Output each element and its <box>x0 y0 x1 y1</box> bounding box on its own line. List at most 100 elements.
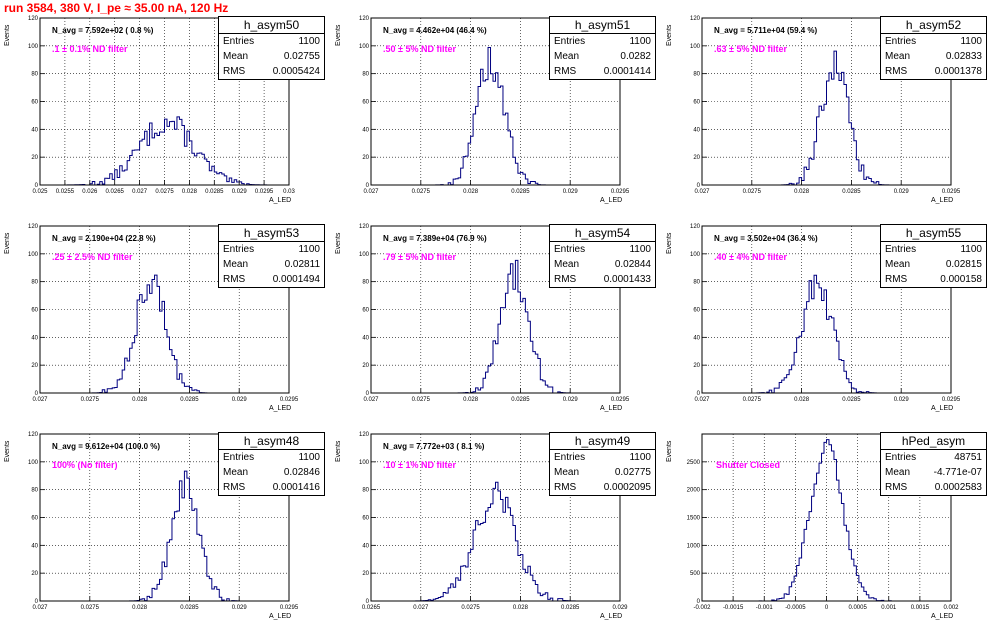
y-tick-label: 80 <box>31 488 38 494</box>
stats-box: h_asym55 Entries 1100 Mean 0.02815 RMS 0.00015… <box>880 224 987 288</box>
histogram-line-h_asym53 <box>40 274 289 394</box>
stats-rms-value: 0.0005424 <box>272 66 320 77</box>
stats-entries-value: 1100 <box>629 452 651 463</box>
y-tick-label: 40 <box>693 127 700 133</box>
x-tick-label: 0.029 <box>232 397 248 403</box>
run-title: run 3584, 380 V, I_pe ≈ 35.00 nA, 120 Hz <box>4 1 229 15</box>
x-tick-label: 0.029 <box>232 189 248 195</box>
y-tick-label: 40 <box>362 127 369 133</box>
y-tick-label: 60 <box>693 100 700 106</box>
x-tick-label: 0.0265 <box>362 605 381 611</box>
y-tick-label: 60 <box>362 516 369 522</box>
stats-title: h_asym54 <box>550 225 655 242</box>
stats-mean-value: 0.02775 <box>614 467 651 478</box>
y-axis-label: Events <box>4 440 11 462</box>
stats-mean-value: -4.771e-07 <box>933 467 982 478</box>
stats-rms-value: 0.0001433 <box>603 274 651 285</box>
stats-mean-row: Mean 0.02815 <box>885 257 982 272</box>
y-tick-label: 60 <box>362 308 369 314</box>
y-tick-label: 60 <box>31 100 38 106</box>
y-tick-label: 2500 <box>687 460 701 466</box>
x-tick-label: 0.0285 <box>511 397 530 403</box>
stats-mean-value: 0.02755 <box>283 51 320 62</box>
y-tick-label: 40 <box>31 127 38 133</box>
y-tick-label: 80 <box>693 280 700 286</box>
stats-title: h_asym50 <box>219 17 324 34</box>
y-axis-label: Events <box>666 232 673 254</box>
stats-entries-label: Entries <box>554 244 586 255</box>
x-tick-label: 0.0295 <box>942 189 961 195</box>
stats-entries-row: Entries 1100 <box>223 242 320 257</box>
stats-box: h_asym54 Entries 1100 Mean 0.02844 RMS 0.00014… <box>549 224 656 288</box>
stats-title: h_asym49 <box>550 433 655 450</box>
stats-rms-label: RMS <box>223 482 246 493</box>
stats-entries-label: Entries <box>885 36 917 47</box>
stats-title: h_asym55 <box>881 225 986 242</box>
x-tick-label: 0.0285 <box>561 605 580 611</box>
x-tick-label: 0.0295 <box>280 397 299 403</box>
x-axis-label: A_LED <box>600 613 623 620</box>
y-tick-label: 0 <box>366 183 370 189</box>
x-tick-label: 0.029 <box>232 605 248 611</box>
y-axis-label: Events <box>335 440 342 462</box>
filter-label: .1 ± 0.1% ND filter <box>52 44 128 54</box>
x-tick-label: 0.027 <box>694 189 710 195</box>
y-tick-label: 100 <box>690 44 701 50</box>
stats-mean-label: Mean <box>885 259 911 270</box>
y-tick-label: 1500 <box>687 516 701 522</box>
stats-entries-row: Entries 1100 <box>223 450 320 465</box>
y-tick-label: 100 <box>359 44 370 50</box>
x-tick-label: 0.029 <box>612 605 628 611</box>
x-axis-label: A_LED <box>600 405 623 412</box>
y-tick-label: 20 <box>362 571 369 577</box>
histogram-panel-h_asym51: 0.027 0.0275 0.028 0.0285 0.029 0.0295 0 20 40 60… <box>331 16 662 204</box>
histogram-panel-h_asym52: 0.027 0.0275 0.028 0.0285 0.029 0.0295 0 20 40 60… <box>662 16 993 204</box>
stats-rms-row: RMS 0.0001378 <box>885 64 982 79</box>
stats-mean-row: Mean 0.02755 <box>223 49 320 64</box>
navg-label: N_avg = 9.612e+04 (100.0 %) <box>52 442 161 451</box>
navg-label: N_avg = 7.772e+03 ( 8.1 %) <box>383 442 485 451</box>
stats-mean-value: 0.02811 <box>284 259 320 270</box>
x-tick-label: 0.027 <box>363 189 379 195</box>
navg-label: N_avg = 5.711e+04 (59.4 %) <box>714 26 818 35</box>
y-tick-label: 1000 <box>687 543 701 549</box>
x-tick-label: -0.0005 <box>785 605 806 611</box>
x-axis-label: A_LED <box>931 405 954 412</box>
stats-title: h_asym51 <box>550 17 655 34</box>
filter-label: .79 ± 5% ND filter <box>383 252 456 262</box>
y-tick-label: 20 <box>31 155 38 161</box>
y-tick-label: 100 <box>690 252 701 258</box>
x-axis-label: A_LED <box>931 197 954 204</box>
navg-label: N_avg = 3.502e+04 (36.4 %) <box>714 234 818 243</box>
stats-mean-label: Mean <box>223 259 249 270</box>
histogram-plot: 0.027 0.0275 0.028 0.0285 0.029 0.0295 0 20 40 60… <box>359 16 630 195</box>
stats-mean-label: Mean <box>554 51 580 62</box>
stats-mean-label: Mean <box>554 259 580 270</box>
stats-entries-row: Entries 1100 <box>885 34 982 49</box>
stats-title: h_asym53 <box>219 225 324 242</box>
histogram-panel-h_asym55: 0.027 0.0275 0.028 0.0285 0.029 0.0295 0 20 40 60… <box>662 224 993 412</box>
y-tick-label: 20 <box>362 155 369 161</box>
x-tick-label: 0.0275 <box>461 605 480 611</box>
stats-box: h_asym50 Entries 1100 Mean 0.02755 RMS 0.00054… <box>218 16 325 80</box>
x-tick-label: 0.0295 <box>255 189 274 195</box>
x-tick-label: 0.0285 <box>842 397 861 403</box>
filter-label: .10 ± 1% ND filter <box>383 460 456 470</box>
x-tick-label: 0.028 <box>182 189 198 195</box>
y-tick-label: 120 <box>28 16 39 22</box>
stats-mean-label: Mean <box>223 51 249 62</box>
filter-label: .50 ± 5% ND filter <box>383 44 456 54</box>
histogram-panel-h_asym48: 0.027 0.0275 0.028 0.0285 0.029 0.0295 0 20 40 60… <box>0 432 331 620</box>
x-tick-label: 0.0295 <box>611 397 630 403</box>
x-tick-label: 0.001 <box>881 605 897 611</box>
y-tick-label: 80 <box>693 72 700 78</box>
x-axis-label: A_LED <box>600 197 623 204</box>
x-tick-label: 0.025 <box>32 189 48 195</box>
histogram-plot: 0.027 0.0275 0.028 0.0285 0.029 0.0295 0 20 40 60… <box>690 16 961 195</box>
y-tick-label: 120 <box>28 224 39 230</box>
x-tick-label: 0.028 <box>463 189 479 195</box>
x-tick-label: 0.028 <box>132 397 148 403</box>
stats-rms-value: 0.0001416 <box>272 482 320 493</box>
stats-mean-label: Mean <box>554 467 580 478</box>
y-tick-label: 0 <box>697 183 701 189</box>
